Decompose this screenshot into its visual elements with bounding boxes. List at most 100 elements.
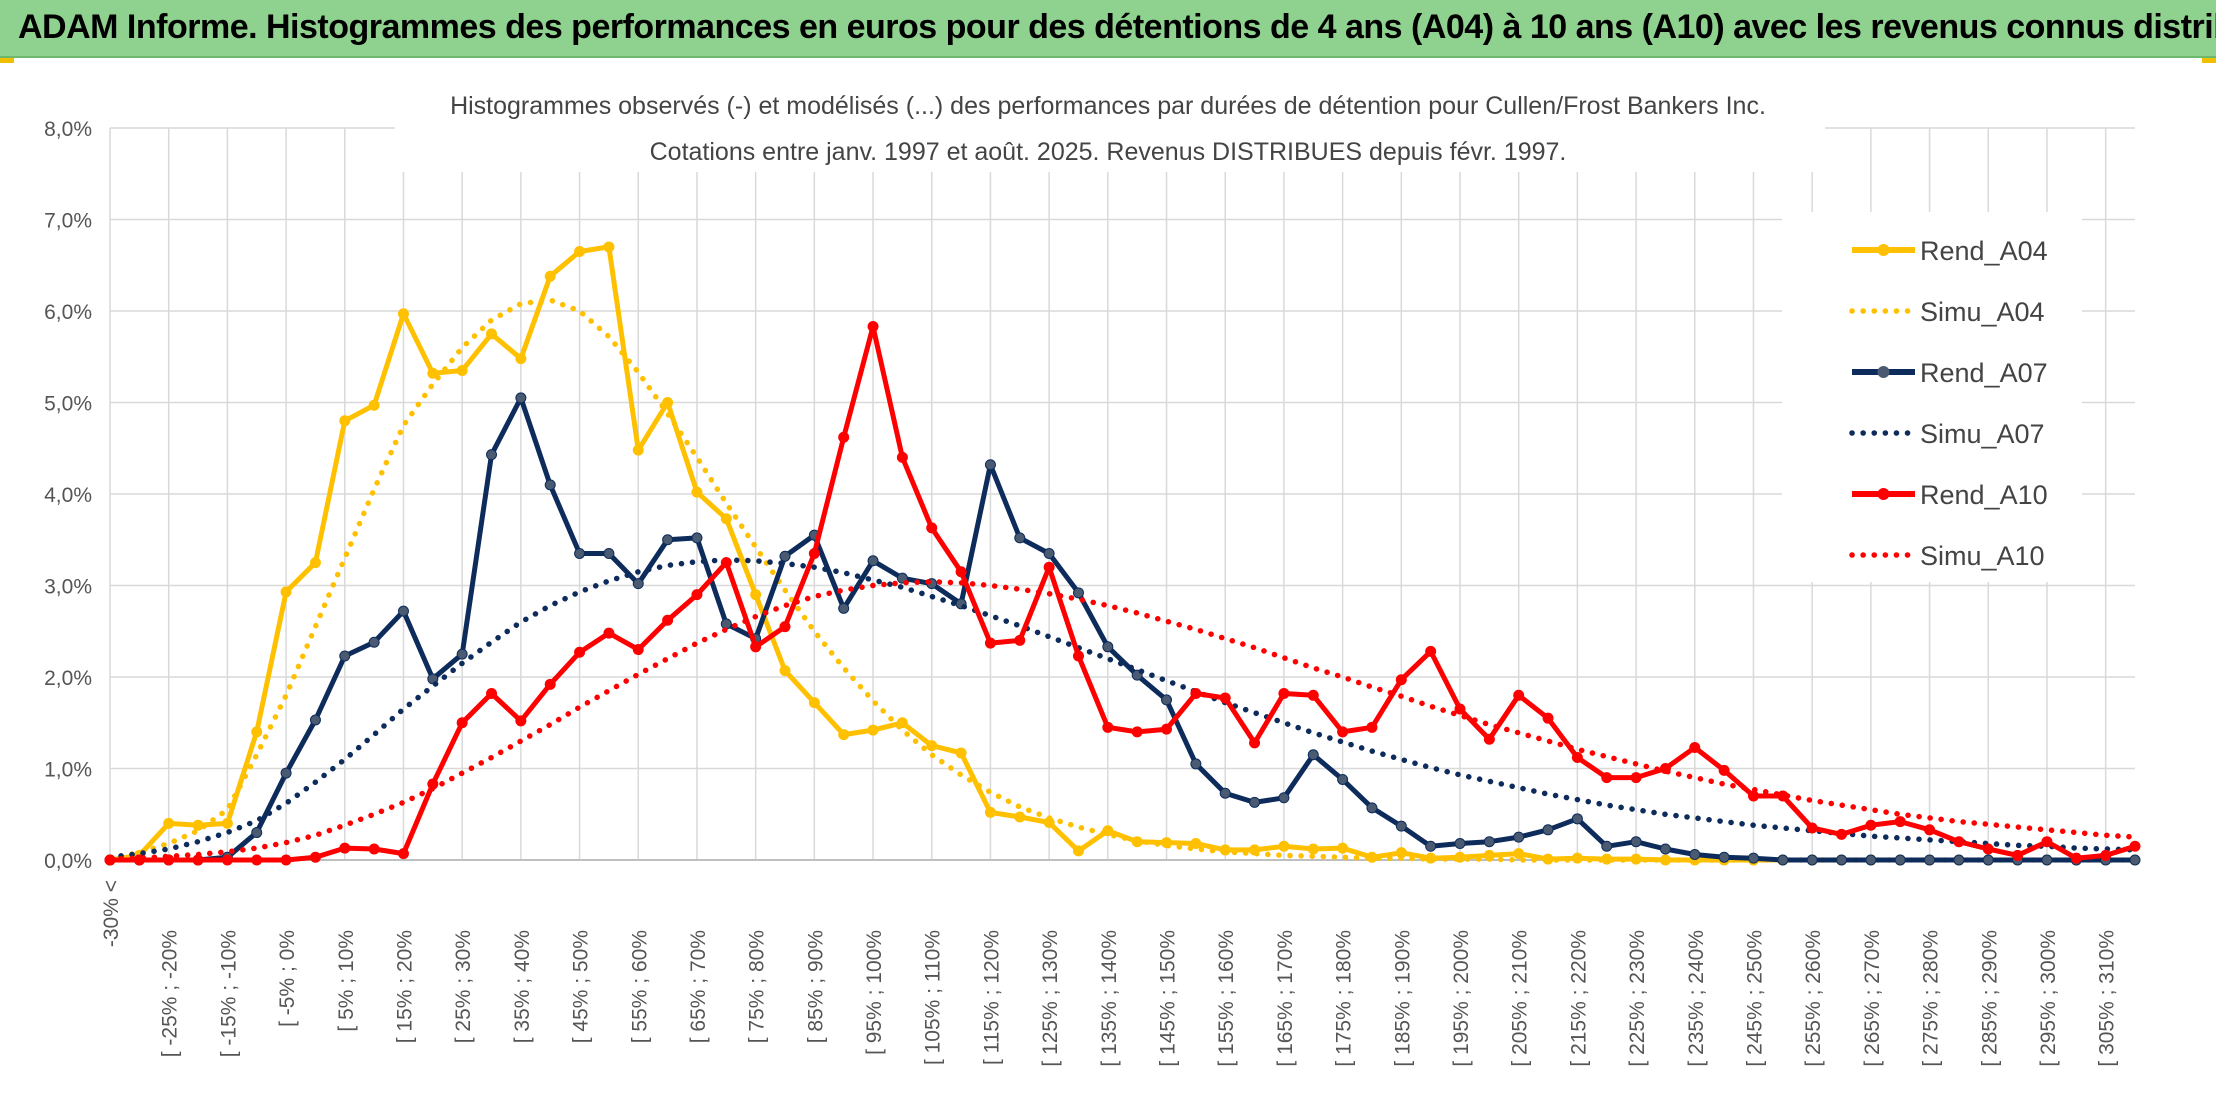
data-point-rend-a10: [515, 715, 527, 727]
data-point-rend-a04: [838, 729, 850, 741]
y-tick-label: 5,0%: [44, 393, 92, 416]
data-point-rend-a10: [1689, 741, 1701, 753]
data-point-rend-a10: [221, 854, 233, 866]
x-tick-label: [ 155% ; 160%: [1215, 930, 1238, 1067]
data-point-rend-a04: [221, 817, 233, 829]
report-title: ADAM Informe. Histogrammes des performan…: [18, 8, 2216, 46]
data-point-rend-a04: [1278, 840, 1290, 852]
data-point-rend-a04: [662, 397, 674, 408]
data-point-rend-a04: [251, 726, 263, 738]
data-point-rend-a07: [574, 547, 586, 559]
x-tick-label: [ 135% ; 140%: [1098, 930, 1121, 1067]
data-point-rend-a10: [574, 646, 586, 658]
data-point-rend-a04: [955, 747, 967, 759]
data-point-rend-a04: [544, 270, 556, 282]
data-point-rend-a10: [1571, 752, 1583, 764]
x-tick-label: [ 115% ; 120%: [980, 930, 1003, 1065]
data-point-rend-a07: [1513, 831, 1525, 843]
data-point-rend-a07: [838, 602, 850, 614]
y-tick-label: 0,0%: [44, 850, 92, 873]
data-point-rend-a10: [2041, 836, 2053, 848]
data-point-rend-a07: [1425, 840, 1437, 852]
x-tick-label: [ 75% ; 80%: [746, 930, 769, 1043]
data-point-rend-a07: [984, 459, 996, 471]
y-tick-label: 2,0%: [44, 667, 92, 690]
x-tick-label: [ 5% ; 10%: [335, 930, 358, 1032]
data-point-rend-a07: [1043, 547, 1055, 559]
series-line-simu-a10: [107, 579, 2138, 862]
data-point-rend-a04: [1072, 845, 1084, 857]
x-tick-label: [ 205% ; 210%: [1509, 930, 1532, 1067]
data-point-rend-a10: [251, 854, 263, 866]
data-point-rend-a10: [1982, 843, 1994, 855]
data-point-rend-a04: [603, 241, 615, 253]
data-point-rend-a04: [280, 586, 292, 598]
data-point-rend-a04: [515, 353, 527, 365]
data-point-rend-a10: [397, 848, 409, 860]
x-tick-label: [ -5% ; 0%: [276, 930, 299, 1027]
x-tick-label: [ 175% ; 180%: [1333, 930, 1356, 1067]
data-point-rend-a04: [1513, 848, 1525, 860]
series-line-simu-a04: [107, 297, 2138, 863]
data-point-rend-a04: [691, 486, 703, 498]
data-point-rend-a07: [1249, 796, 1261, 808]
data-point-rend-a04: [1190, 838, 1202, 850]
legend-label-rend-a04: Rend_A04: [1920, 236, 2048, 266]
data-point-rend-a10: [1072, 650, 1084, 662]
series-line-rend-a07: [110, 395, 2135, 863]
data-point-rend-a07: [1777, 854, 1789, 866]
data-point-rend-a07: [1542, 824, 1554, 836]
data-point-rend-a07: [1865, 854, 1877, 866]
data-point-rend-a07: [280, 767, 292, 779]
data-point-rend-a10: [486, 687, 498, 699]
data-point-rend-a10: [1865, 819, 1877, 831]
x-tick-label: [ 185% ; 190%: [1391, 930, 1414, 1067]
data-point-rend-a07: [368, 636, 380, 648]
x-tick-label: [ 215% ; 220%: [1567, 930, 1590, 1067]
x-tick-label: [ 275% ; 280%: [1920, 930, 1943, 1067]
data-point-rend-a10: [1043, 561, 1055, 573]
data-point-rend-a07: [1483, 836, 1495, 848]
data-point-rend-a10: [632, 644, 644, 656]
x-tick-label: [ 245% ; 250%: [1743, 930, 1766, 1067]
data-point-rend-a10: [2070, 852, 2082, 864]
data-point-rend-a10: [1219, 692, 1231, 704]
legend-marker-rend-a07: [1877, 366, 1890, 378]
data-point-rend-a10: [1102, 721, 1114, 733]
data-point-rend-a07: [1219, 787, 1231, 799]
x-tick-label: [ 35% ; 40%: [511, 930, 534, 1043]
data-point-rend-a04: [339, 415, 351, 427]
data-point-rend-a04: [984, 806, 996, 818]
data-point-rend-a07: [867, 555, 879, 567]
data-point-rend-a10: [1395, 674, 1407, 686]
x-tick-label: [ 295% ; 300%: [2037, 930, 2060, 1067]
data-point-rend-a10: [2129, 840, 2141, 852]
data-point-rend-a10: [662, 614, 674, 626]
data-point-rend-a07: [1924, 854, 1936, 866]
data-point-rend-a07: [1630, 836, 1642, 848]
data-point-rend-a07: [1454, 838, 1466, 850]
data-point-rend-a10: [1454, 703, 1466, 715]
data-point-rend-a10: [984, 637, 996, 649]
data-point-rend-a07: [486, 449, 498, 461]
data-point-rend-a10: [779, 621, 791, 633]
data-point-rend-a10: [1924, 824, 1936, 836]
data-point-rend-a07: [1571, 813, 1583, 825]
data-point-rend-a04: [456, 364, 468, 376]
x-tick-label: [ 125% ; 130%: [1039, 930, 1062, 1067]
x-tick-label: [ 255% ; 260%: [1802, 930, 1825, 1067]
data-point-rend-a07: [456, 648, 468, 660]
chart-title-background: [395, 82, 1825, 172]
legend-background: [1782, 212, 2082, 582]
data-point-rend-a04: [163, 817, 175, 829]
legend-label-rend-a07: Rend_A07: [1920, 358, 2048, 388]
data-point-rend-a04: [720, 513, 732, 525]
data-point-rend-a10: [1836, 828, 1848, 840]
data-point-rend-a04: [486, 328, 498, 340]
data-point-rend-a10: [1894, 816, 1906, 828]
data-point-rend-a04: [750, 589, 762, 601]
data-point-rend-a10: [955, 566, 967, 578]
data-point-rend-a10: [838, 431, 850, 443]
data-point-rend-a10: [691, 589, 703, 601]
